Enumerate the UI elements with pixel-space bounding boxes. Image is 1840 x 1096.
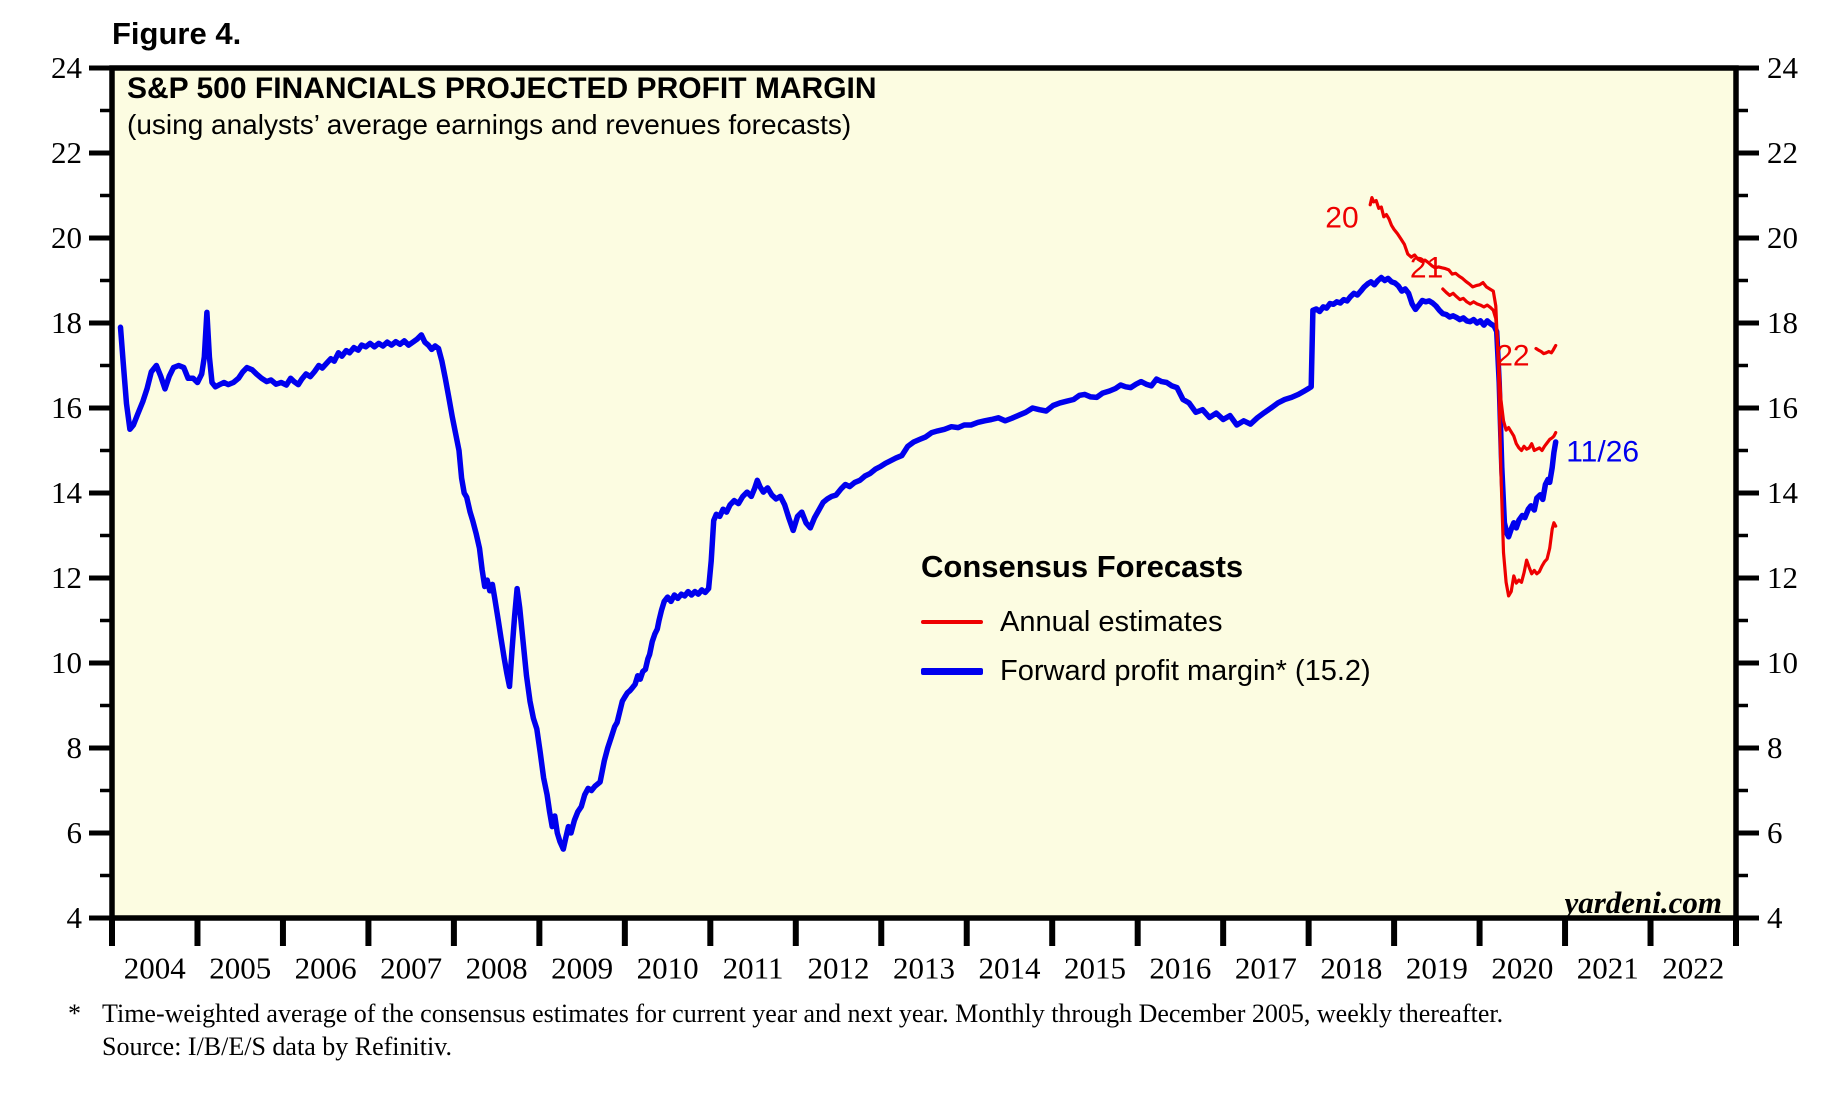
x-axis-label-2019: 2019 [1406, 950, 1468, 985]
y-axis-label-left: 14 [51, 475, 83, 510]
y-axis-label-left: 4 [67, 900, 83, 935]
y-axis-label-right: 14 [1767, 475, 1799, 510]
x-axis-label-2016: 2016 [1149, 950, 1211, 985]
y-axis-label-left: 6 [67, 815, 83, 850]
plot-frame [109, 65, 1739, 921]
annual-estimate-2022-line [1534, 343, 1558, 356]
x-axis-label-2010: 2010 [637, 950, 699, 985]
figure-label: Figure 4. [112, 16, 242, 51]
x-axis-label-2014: 2014 [978, 950, 1041, 985]
y-axis-label-left: 22 [51, 135, 82, 170]
y-axis-label-left: 12 [51, 560, 82, 595]
x-axis-label-2021: 2021 [1577, 950, 1639, 985]
y-axis-label-left: 8 [67, 730, 83, 765]
y-axis-label-right: 6 [1767, 815, 1783, 850]
blue-line-swatch-icon [921, 667, 983, 675]
red-line-swatch-icon [921, 620, 983, 624]
footnote-line1: Time-weighted average of the consensus e… [102, 999, 1504, 1028]
chart-subtitle: (using analysts’ average earnings and re… [127, 109, 852, 140]
legend: Consensus Forecasts Annual estimates For… [921, 549, 1371, 703]
x-axis-label-2017: 2017 [1235, 950, 1297, 985]
chart-title: S&P 500 FINANCIALS PROJECTED PROFIT MARG… [127, 72, 877, 105]
x-axis-label-2020: 2020 [1491, 950, 1553, 985]
y-axis-label-right: 4 [1767, 900, 1783, 935]
y-axis-label-right: 24 [1767, 50, 1799, 85]
x-axis-label-2011: 2011 [723, 950, 784, 985]
legend-title: Consensus Forecasts [921, 549, 1244, 584]
watermark: yardeni.com [1564, 885, 1722, 920]
legend-label-forward-profit-margin: Forward profit margin* (15.2) [1000, 654, 1371, 687]
legend-label-annual-estimates: Annual estimates [1000, 605, 1223, 638]
y-axis-label-left: 16 [51, 390, 82, 425]
x-axis-label-2022: 2022 [1662, 950, 1724, 985]
footnote-line2: Source: I/B/E/S data by Refinitiv. [102, 1032, 452, 1061]
annotation-20: 20 [1325, 202, 1358, 235]
y-axis-label-right: 16 [1767, 390, 1798, 425]
footnote: * Time-weighted average of the consensus… [68, 997, 1503, 1063]
x-axis-label-2006: 2006 [295, 950, 357, 985]
y-axis-label-right: 18 [1767, 305, 1798, 340]
x-axis-label-2012: 2012 [808, 950, 870, 985]
annotation-22: 22 [1496, 340, 1529, 373]
y-axis-label-left: 20 [51, 220, 82, 255]
annual-estimate-2021-line [1441, 287, 1558, 453]
annotation-11-26: 11/26 [1566, 436, 1639, 469]
x-axis-label-2009: 2009 [551, 950, 613, 985]
chart-title-block: S&P 500 FINANCIALS PROJECTED PROFIT MARG… [127, 72, 877, 141]
x-axis-label-2013: 2013 [893, 950, 955, 985]
y-axis-label-right: 22 [1767, 135, 1798, 170]
y-axis-label-right: 10 [1767, 645, 1798, 680]
x-axis-label-2004: 2004 [124, 950, 187, 985]
x-axis-label-2007: 2007 [380, 950, 442, 985]
y-axis-label-right: 8 [1767, 730, 1783, 765]
x-axis-label-2008: 2008 [466, 950, 528, 985]
y-axis-label-left: 24 [51, 50, 83, 85]
x-axis-label-2005: 2005 [209, 950, 271, 985]
forward-profit-margin-line [117, 274, 1559, 852]
x-axis-label-2015: 2015 [1064, 950, 1126, 985]
y-axis-label-right: 12 [1767, 560, 1798, 595]
y-axis-label-right: 20 [1767, 220, 1798, 255]
annual-estimate-2020-line [1368, 196, 1558, 598]
x-axis-label-2018: 2018 [1320, 950, 1382, 985]
y-axis-label-left: 10 [51, 645, 82, 680]
legend-item-annual-estimates: Annual estimates [921, 605, 1371, 639]
annotation-21: 21 [1410, 252, 1443, 285]
y-axis-label-left: 18 [51, 305, 82, 340]
legend-item-forward-profit-margin: Forward profit margin* (15.2) [921, 654, 1371, 688]
footnote-marker: * [68, 999, 81, 1028]
